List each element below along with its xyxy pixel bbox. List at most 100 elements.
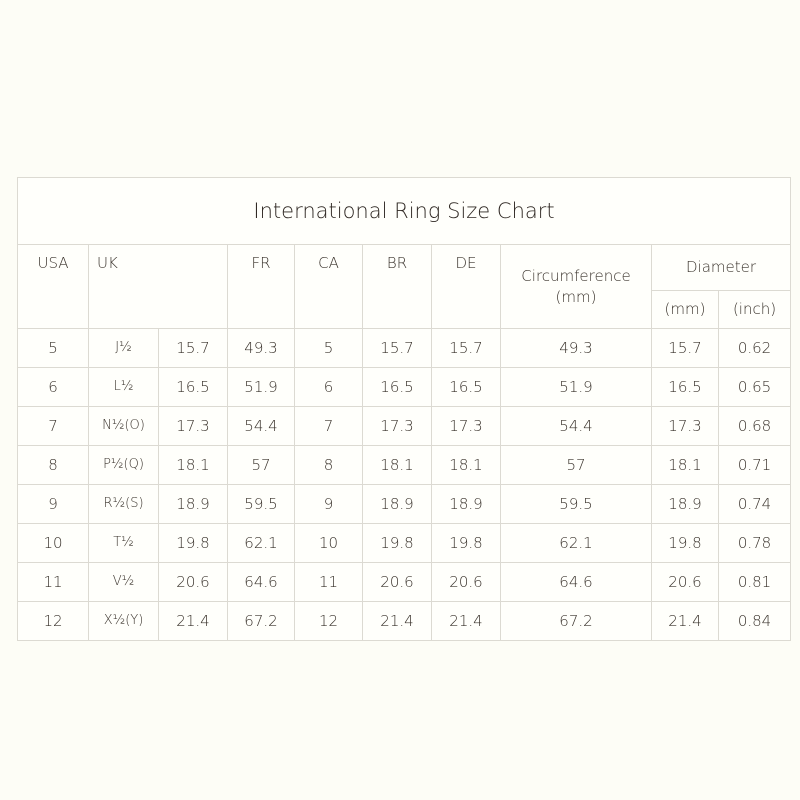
cell-de: 19.8 xyxy=(431,522,501,563)
cell-circumference-mm: 67.2 xyxy=(500,600,652,641)
cell-uk-size: 19.8 xyxy=(158,522,228,563)
cell-br: 20.6 xyxy=(362,561,432,602)
cell-uk-size: 15.7 xyxy=(158,327,228,368)
cell-circumference-mm: 62.1 xyxy=(500,522,652,563)
header-diameter-mm: (mm) xyxy=(651,289,719,329)
cell-diameter-mm: 15.7 xyxy=(651,327,719,368)
cell-diameter-mm: 17.3 xyxy=(651,405,719,446)
cell-uk-letter: X½(Y) xyxy=(88,600,159,641)
cell-de: 20.6 xyxy=(431,561,501,602)
cell-diameter-inch: 0.74 xyxy=(717,483,792,524)
cell-br: 17.3 xyxy=(362,405,432,446)
header-fr: FR xyxy=(227,244,295,290)
cell-fr: 49.3 xyxy=(227,327,295,368)
cell-usa: 12 xyxy=(17,600,89,641)
table-row: 12 X½(Y) 21.4 67.2 12 21.4 21.4 67.2 21.4 0.84 xyxy=(17,600,792,641)
cell-uk-letter: V½ xyxy=(88,561,159,602)
header-de: DE xyxy=(431,244,501,290)
cell-circumference-mm: 59.5 xyxy=(500,483,652,524)
cell-diameter-inch: 0.65 xyxy=(717,366,792,407)
header-usa: USA xyxy=(17,244,89,290)
cell-usa: 8 xyxy=(17,444,89,485)
cell-fr: 62.1 xyxy=(227,522,295,563)
cell-diameter-inch: 0.68 xyxy=(717,405,792,446)
ring-size-table: International Ring Size Chart USA UK FR … xyxy=(16,177,792,641)
cell-br: 19.8 xyxy=(362,522,432,563)
cell-diameter-mm: 18.9 xyxy=(651,483,719,524)
cell-diameter-mm: 19.8 xyxy=(651,522,719,563)
cell-fr: 64.6 xyxy=(227,561,295,602)
cell-fr: 67.2 xyxy=(227,600,295,641)
header-diameter: Diameter xyxy=(650,244,792,291)
cell-ca: 5 xyxy=(294,327,363,368)
cell-diameter-mm: 18.1 xyxy=(651,444,719,485)
cell-uk-size: 20.6 xyxy=(158,561,228,602)
cell-de: 17.3 xyxy=(431,405,501,446)
cell-diameter-mm: 16.5 xyxy=(651,366,719,407)
cell-br: 18.1 xyxy=(362,444,432,485)
header-uk: UK xyxy=(88,244,228,290)
cell-usa: 6 xyxy=(17,366,89,407)
cell-usa: 9 xyxy=(17,483,89,524)
table-row: 7 N½(O) 17.3 54.4 7 17.3 17.3 54.4 17.3 0.68 xyxy=(17,405,792,446)
table-row: 5 J½ 15.7 49.3 5 15.7 15.7 49.3 15.7 0.62 xyxy=(17,327,792,368)
cell-br: 21.4 xyxy=(362,600,432,641)
cell-br: 18.9 xyxy=(362,483,432,524)
cell-circumference-mm: 51.9 xyxy=(500,366,652,407)
cell-usa: 5 xyxy=(17,327,89,368)
cell-de: 16.5 xyxy=(431,366,501,407)
cell-usa: 7 xyxy=(17,405,89,446)
cell-uk-size: 18.9 xyxy=(158,483,228,524)
cell-circumference-mm: 57 xyxy=(500,444,652,485)
cell-de: 21.4 xyxy=(431,600,501,641)
cell-uk-letter: J½ xyxy=(88,327,159,368)
cell-ca: 9 xyxy=(294,483,363,524)
header-diameter-inch: (inch) xyxy=(717,289,792,329)
cell-ca: 6 xyxy=(294,366,363,407)
cell-fr: 54.4 xyxy=(227,405,295,446)
cell-de: 18.9 xyxy=(431,483,501,524)
cell-diameter-inch: 0.62 xyxy=(717,327,792,368)
cell-de: 18.1 xyxy=(431,444,501,485)
cell-uk-letter: P½(Q) xyxy=(88,444,159,485)
cell-circumference-mm: 54.4 xyxy=(500,405,652,446)
table-row: 6 L½ 16.5 51.9 6 16.5 16.5 51.9 16.5 0.65 xyxy=(17,366,792,407)
header-circumference-unit: (mm) xyxy=(555,287,597,306)
cell-uk-size: 18.1 xyxy=(158,444,228,485)
cell-ca: 12 xyxy=(294,600,363,641)
cell-uk-letter: R½(S) xyxy=(88,483,159,524)
cell-ca: 8 xyxy=(294,444,363,485)
cell-br: 16.5 xyxy=(362,366,432,407)
cell-circumference-mm: 49.3 xyxy=(500,327,652,368)
cell-diameter-inch: 0.71 xyxy=(717,444,792,485)
cell-de: 15.7 xyxy=(431,327,501,368)
cell-usa: 11 xyxy=(17,561,89,602)
cell-uk-size: 21.4 xyxy=(158,600,228,641)
cell-usa: 10 xyxy=(17,522,89,563)
cell-uk-size: 17.3 xyxy=(158,405,228,446)
cell-diameter-mm: 20.6 xyxy=(651,561,719,602)
cell-diameter-inch: 0.81 xyxy=(717,561,792,602)
cell-ca: 11 xyxy=(294,561,363,602)
header-ca: CA xyxy=(294,244,363,290)
table-row: 11 V½ 20.6 64.6 11 20.6 20.6 64.6 20.6 0.81 xyxy=(17,561,792,602)
header-br: BR xyxy=(362,244,432,290)
header-circumference-label: Circumference xyxy=(521,266,631,285)
table-row: 10 T½ 19.8 62.1 10 19.8 19.8 62.1 19.8 0.78 xyxy=(17,522,792,563)
cell-uk-size: 16.5 xyxy=(158,366,228,407)
table-row: 9 R½(S) 18.9 59.5 9 18.9 18.9 59.5 18.9 0.74 xyxy=(17,483,792,524)
header-circumference: Circumference (mm) xyxy=(500,244,652,329)
table-title: International Ring Size Chart xyxy=(16,177,792,245)
cell-uk-letter: L½ xyxy=(88,366,159,407)
table-row: 8 P½(Q) 18.1 57 8 18.1 18.1 57 18.1 0.71 xyxy=(17,444,792,485)
cell-br: 15.7 xyxy=(362,327,432,368)
cell-uk-letter: N½(O) xyxy=(88,405,159,446)
cell-diameter-inch: 0.84 xyxy=(717,600,792,641)
cell-uk-letter: T½ xyxy=(88,522,159,563)
cell-fr: 57 xyxy=(227,444,295,485)
cell-ca: 7 xyxy=(294,405,363,446)
cell-ca: 10 xyxy=(294,522,363,563)
cell-diameter-mm: 21.4 xyxy=(651,600,719,641)
cell-fr: 51.9 xyxy=(227,366,295,407)
cell-diameter-inch: 0.78 xyxy=(717,522,792,563)
